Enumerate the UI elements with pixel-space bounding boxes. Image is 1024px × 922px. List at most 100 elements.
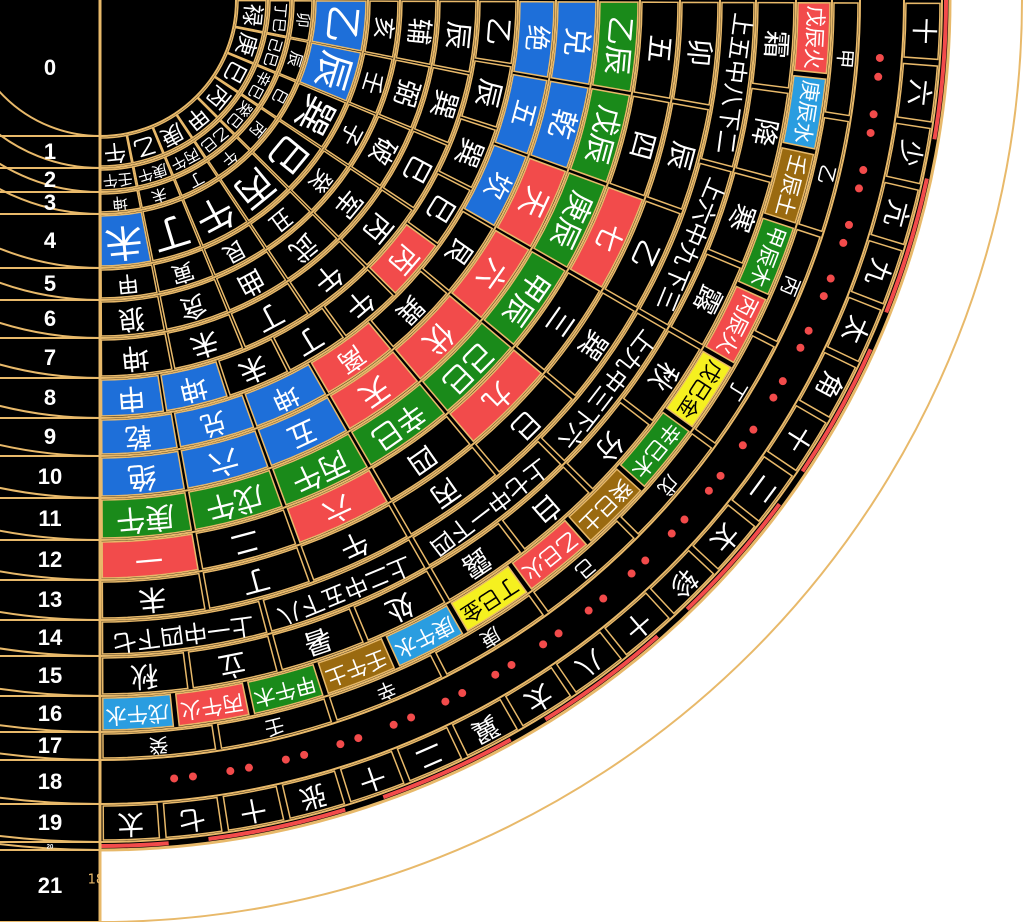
ring-dot xyxy=(281,755,290,764)
ring-cell xyxy=(370,270,448,348)
degree-tick xyxy=(986,156,1008,160)
degree-tick xyxy=(634,735,643,747)
ring-cell xyxy=(903,2,941,61)
degree-tick xyxy=(447,840,454,853)
ring-dot xyxy=(407,713,416,722)
degree-tick xyxy=(849,515,861,523)
ring-cell xyxy=(421,321,512,412)
degree-tick xyxy=(840,528,851,536)
degree-tick xyxy=(1006,87,1018,88)
degree-tick xyxy=(903,426,915,434)
ring-index: 1 xyxy=(44,139,56,164)
ring-dot xyxy=(874,72,883,81)
ring-cell xyxy=(164,140,206,177)
ring-cell xyxy=(382,130,448,209)
ring-cell xyxy=(378,59,431,129)
ring-cell xyxy=(798,116,850,233)
degree-tick xyxy=(342,876,347,889)
cell-text: 亥 xyxy=(369,15,397,40)
degree-tick xyxy=(139,909,141,922)
cell-text: 未 xyxy=(137,582,168,617)
degree-label: 120 xyxy=(849,425,874,454)
ring-dot xyxy=(854,184,863,193)
ring-index: 18 xyxy=(38,769,62,794)
degree-tick xyxy=(946,333,950,339)
ring-index: 10 xyxy=(38,464,62,489)
degree-tick xyxy=(1004,103,1016,104)
ring-cell xyxy=(569,87,631,183)
ring-cell xyxy=(513,0,555,78)
ring-index: 16 xyxy=(38,701,62,726)
ring-cell xyxy=(281,770,346,820)
cell-text: 戊辰火 xyxy=(800,5,828,70)
degree-tick xyxy=(789,578,807,594)
cell-text: 太 xyxy=(117,807,145,839)
cell-text: 绝 xyxy=(520,24,553,53)
ring-cell xyxy=(101,450,186,497)
ring-cell xyxy=(412,440,562,567)
degree-tick xyxy=(765,620,775,630)
ring-cell xyxy=(691,503,756,570)
degree-tick xyxy=(995,166,1007,168)
ring-index: 2 xyxy=(44,167,56,192)
degree-label: 170 xyxy=(239,857,266,876)
cell-text: 霜 xyxy=(759,29,794,59)
degree-tick xyxy=(891,447,903,455)
degree-label: 130 xyxy=(760,551,787,580)
ring-cell xyxy=(187,469,283,531)
ring-cell xyxy=(546,291,635,397)
ring-cell xyxy=(101,533,199,579)
degree-tick xyxy=(241,898,245,911)
degree-tick xyxy=(194,904,197,918)
ring-cell xyxy=(368,223,437,295)
ring-dot xyxy=(844,220,853,229)
ring-cell xyxy=(448,348,543,443)
ring-cell xyxy=(180,430,269,489)
degree-tick xyxy=(781,602,791,612)
degree-tick xyxy=(327,880,332,893)
degree-tick xyxy=(1007,71,1019,72)
degree-tick xyxy=(990,189,1002,191)
cell-text: 甲 xyxy=(832,48,856,69)
degree-tick xyxy=(977,243,989,246)
degree-tick xyxy=(960,296,971,300)
degree-tick xyxy=(332,869,340,891)
ring-cell xyxy=(603,591,670,656)
degree-tick xyxy=(350,874,355,887)
degree-tick xyxy=(915,379,936,391)
degree-tick xyxy=(234,899,237,912)
ring-cell xyxy=(896,62,939,123)
degree-tick xyxy=(249,897,253,910)
degree-tick xyxy=(568,779,576,791)
degree-tick xyxy=(615,736,630,756)
ring-cell xyxy=(793,2,831,75)
ring-cell xyxy=(700,1,755,168)
cell-text: 狼 xyxy=(117,302,147,335)
degree-tick xyxy=(917,398,929,405)
degree-tick xyxy=(952,319,963,323)
ring-cell xyxy=(176,96,218,139)
degree-tick xyxy=(498,817,505,829)
ring-dot xyxy=(667,529,676,538)
ring-cell xyxy=(102,693,175,731)
ring-cell xyxy=(329,350,419,430)
degree-label: 110 xyxy=(916,287,939,315)
ring-cell xyxy=(511,519,588,590)
ring-cell xyxy=(174,682,250,727)
degree-tick xyxy=(226,901,229,914)
degree-tick xyxy=(462,834,469,846)
ring-cell xyxy=(530,80,589,169)
degree-tick xyxy=(883,461,895,469)
degree-label: 100 xyxy=(957,139,976,166)
ring-cell xyxy=(394,294,480,380)
ring-cell xyxy=(550,1,597,86)
ring-cell xyxy=(193,119,235,159)
degree-tick xyxy=(265,894,269,907)
ring-cell xyxy=(260,73,297,119)
degree-tick xyxy=(696,686,706,697)
ring-cell xyxy=(494,73,548,155)
ring-index: 6 xyxy=(44,306,56,331)
red-arc xyxy=(99,0,948,848)
degree-tick xyxy=(836,515,856,530)
